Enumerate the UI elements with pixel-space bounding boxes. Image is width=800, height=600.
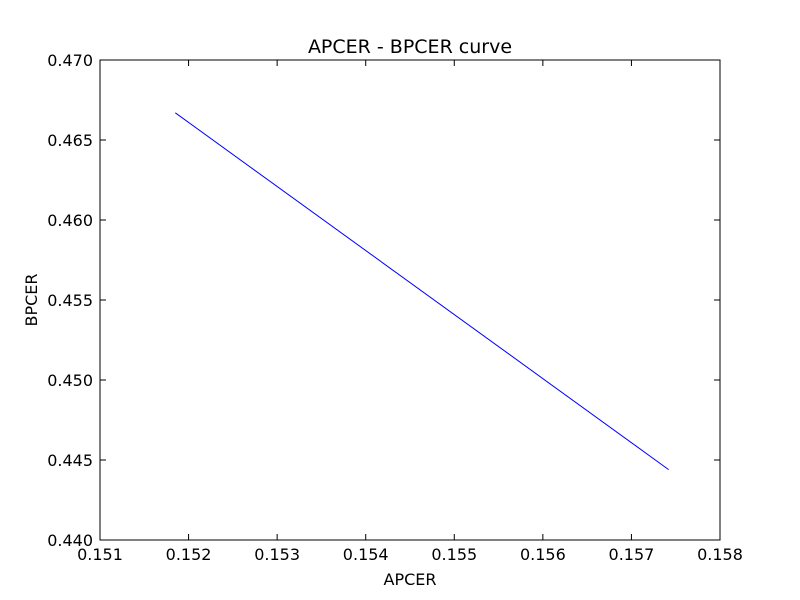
y-tick-label: 0.460	[47, 211, 93, 230]
y-axis-ticks: 0.440 0.445 0.450 0.455 0.460 0.465 0.470	[47, 51, 720, 550]
x-axis-label: APCER	[384, 570, 437, 589]
x-tick-label: 0.158	[697, 545, 743, 564]
y-axis-label: BPCER	[22, 273, 41, 326]
y-tick-label: 0.445	[47, 451, 93, 470]
y-tick-label: 0.470	[47, 51, 93, 70]
series-line	[174, 112, 669, 471]
x-tick-label: 0.156	[520, 545, 566, 564]
x-tick-label: 0.151	[77, 545, 123, 564]
y-tick-label: 0.465	[47, 131, 93, 150]
x-tick-label: 0.153	[254, 545, 300, 564]
x-tick-label: 0.155	[431, 545, 477, 564]
plot-frame	[99, 59, 721, 541]
x-tick-label: 0.154	[343, 545, 389, 564]
x-tick-label: 0.157	[609, 545, 655, 564]
y-tick-label: 0.440	[47, 531, 93, 550]
chart-title: APCER - BPCER curve	[308, 36, 512, 58]
x-tick-label: 0.152	[166, 545, 212, 564]
y-tick-label: 0.455	[47, 291, 93, 310]
series-layer	[174, 112, 669, 471]
x-axis-ticks: 0.151 0.152 0.153 0.154 0.155 0.156 0.157 0.158	[77, 60, 743, 564]
plot-area	[100, 60, 720, 540]
y-tick-label: 0.450	[47, 371, 93, 390]
